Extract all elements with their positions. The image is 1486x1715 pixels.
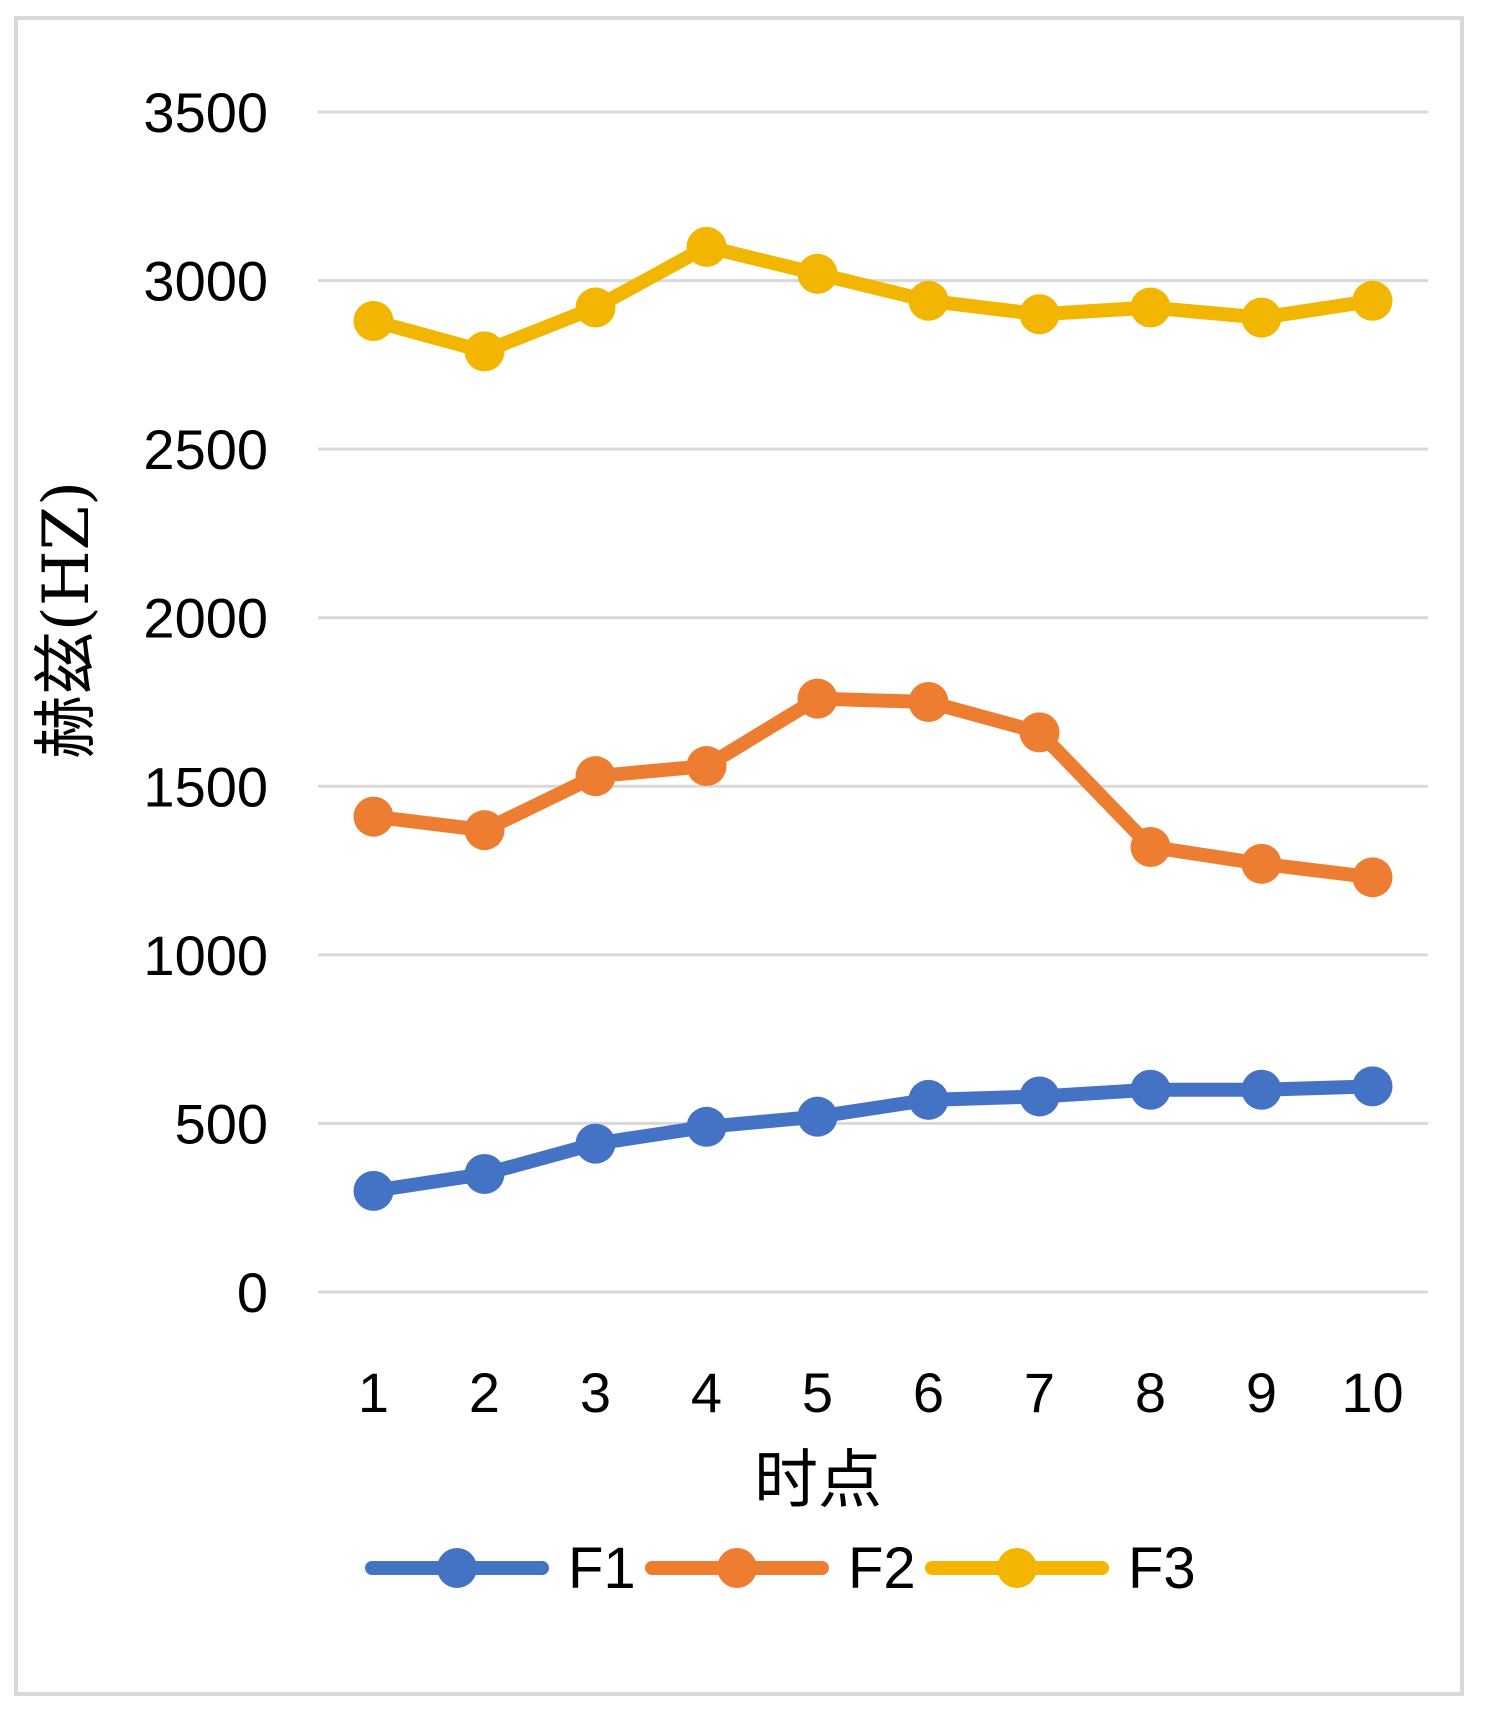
series-line-f2 xyxy=(366,691,1380,885)
x-tick-label: 9 xyxy=(1246,1361,1277,1424)
data-point xyxy=(1241,1069,1282,1110)
legend-label: F3 xyxy=(1128,1536,1196,1601)
x-tick-label: 2 xyxy=(469,1361,500,1424)
y-tick-label: 2000 xyxy=(143,587,268,650)
y-tick-label: 3000 xyxy=(143,250,268,313)
series-f2 xyxy=(353,678,1393,898)
x-tick-label: 10 xyxy=(1341,1361,1403,1424)
x-tick-label: 1 xyxy=(358,1361,389,1424)
data-point xyxy=(1130,1069,1171,1110)
data-point xyxy=(1019,294,1060,335)
data-point xyxy=(686,226,727,267)
legend-label: F1 xyxy=(568,1536,636,1601)
y-tick-label: 0 xyxy=(237,1261,268,1324)
data-point xyxy=(353,796,394,837)
data-point xyxy=(797,678,838,719)
data-point xyxy=(1019,1076,1060,1117)
y-tick-label: 2500 xyxy=(143,418,268,481)
y-tick-label: 3500 xyxy=(143,81,268,144)
gridlines xyxy=(318,110,1428,1294)
data-point xyxy=(575,287,616,328)
series-line-f3 xyxy=(366,239,1380,359)
series-f3 xyxy=(353,226,1393,372)
data-point xyxy=(1352,1066,1393,1107)
legend-marker xyxy=(717,1548,757,1588)
data-point xyxy=(353,1170,394,1211)
legend-item-f1: F1 xyxy=(365,1536,636,1601)
x-tick-label: 4 xyxy=(691,1361,722,1424)
data-point xyxy=(575,1123,616,1164)
legend-item-f3: F3 xyxy=(925,1536,1196,1601)
y-tick-label: 500 xyxy=(175,1092,268,1155)
x-axis-ticks: 1 2 3 4 5 6 7 8 9 10 xyxy=(358,1361,1404,1424)
y-tick-label: 1500 xyxy=(143,755,268,818)
data-point xyxy=(1130,287,1171,328)
data-point xyxy=(686,1106,727,1147)
x-axis-title: 时点 xyxy=(754,1444,882,1518)
data-point xyxy=(353,301,394,342)
y-axis-ticks: 0 500 1000 1500 2000 2500 3000 3500 xyxy=(143,81,268,1324)
data-point xyxy=(1019,712,1060,753)
data-point xyxy=(1352,857,1393,898)
data-point xyxy=(1241,843,1282,884)
series-line-f1 xyxy=(366,1079,1380,1198)
data-point xyxy=(464,810,505,851)
legend-marker xyxy=(437,1548,477,1588)
data-point xyxy=(797,253,838,294)
data-point xyxy=(686,746,727,787)
y-tick-label: 1000 xyxy=(143,924,268,987)
legend-item-f2: F2 xyxy=(645,1536,916,1601)
data-point xyxy=(464,1154,505,1194)
data-point xyxy=(1130,826,1171,867)
data-point xyxy=(1352,280,1393,321)
legend-label: F2 xyxy=(848,1536,916,1601)
x-tick-label: 6 xyxy=(913,1361,944,1424)
data-point xyxy=(908,280,949,321)
data-point xyxy=(797,1096,838,1137)
series-group xyxy=(353,226,1393,1211)
data-point xyxy=(1241,297,1282,338)
legend: F1 F2 F3 xyxy=(365,1536,1196,1601)
data-point xyxy=(908,1079,949,1120)
data-point xyxy=(908,682,949,722)
data-point xyxy=(575,756,616,797)
y-axis-title: 赫兹(HZ) xyxy=(30,481,104,759)
series-f1 xyxy=(353,1066,1393,1211)
x-tick-label: 7 xyxy=(1024,1361,1055,1424)
x-tick-label: 5 xyxy=(802,1361,833,1424)
x-tick-label: 3 xyxy=(580,1361,611,1424)
data-point xyxy=(464,331,505,372)
legend-marker xyxy=(997,1548,1037,1588)
x-tick-label: 8 xyxy=(1135,1361,1166,1424)
